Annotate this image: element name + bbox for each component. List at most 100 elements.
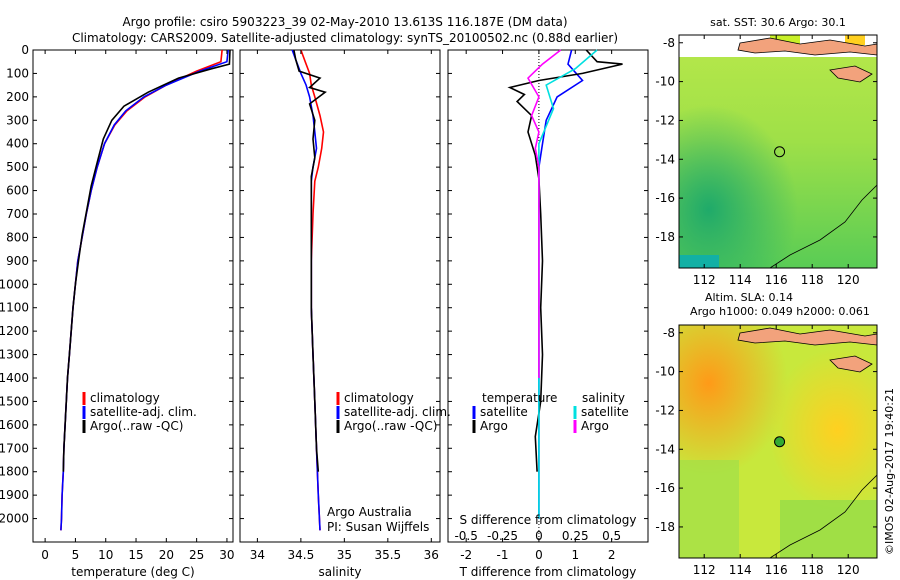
map-y-tick-label: -14 [655, 152, 675, 166]
legend-label-argo: Argo(..raw -QC) [90, 419, 183, 433]
y-tick-label: 1900 [0, 488, 29, 502]
map-y-tick-label: -16 [655, 481, 675, 495]
island-shape [829, 65, 873, 83]
sst-map-title: sat. SST: 30.6 Argo: 30.1 [710, 16, 846, 29]
y-tick-label: 1700 [0, 441, 29, 455]
legend-title-temperature: temperature [482, 391, 557, 405]
map-x-tick-label: 114 [729, 273, 752, 287]
imos-credit: ©IMOS 02-Aug-2017 19:40:21 [883, 388, 896, 555]
series-line-s-argo [526, 49, 562, 378]
map-x-tick-label: 114 [729, 563, 752, 577]
difference-axes-frame [447, 49, 649, 543]
y-tick-label: 200 [6, 90, 29, 104]
x-tick-label: 0 [41, 548, 49, 562]
sst-cold-patch [679, 255, 719, 268]
sst-warm-patch [770, 35, 800, 45]
map-x-tick-label: 120 [837, 563, 860, 577]
map-x-tick-label: 116 [765, 273, 788, 287]
top-x-tick-label: -0.25 [487, 529, 518, 543]
coastline [769, 184, 877, 268]
map-y-tick-label: -14 [655, 442, 675, 456]
island-chain-shape [737, 37, 877, 56]
x-tick-label: 20 [159, 548, 174, 562]
map-x-tick-label: 116 [765, 563, 788, 577]
legend-title-salinity: salinity [582, 391, 625, 405]
argo-location-marker [774, 146, 786, 158]
map-y-tick-label: -12 [655, 113, 675, 127]
y-tick-label: 2000 [0, 512, 29, 526]
map-y-tick-label: -18 [655, 520, 675, 534]
y-tick-label: 800 [6, 230, 29, 244]
x-tick-label: 34 [250, 548, 265, 562]
salinity-xlabel: salinity [318, 565, 361, 579]
sst-hot-patch [845, 35, 865, 45]
top-x-tick-label: 0.5 [602, 529, 621, 543]
y-tick-label: 400 [6, 137, 29, 151]
temperature-legend: climatology satellite-adj. clim. Argo(..… [82, 391, 197, 433]
series-line-argo-raw-qc- [62, 49, 231, 472]
series-line-satellite-adj-clim- [60, 49, 229, 531]
salinity-axes-frame [239, 49, 441, 543]
x-tick-label: 36 [424, 548, 439, 562]
sst-map: sat. SST: 30.6 Argo: 30.1 -8 -10 -12 -14 -16… [655, 16, 878, 287]
title-line-1: Argo profile: csiro 5903223_39 02-May-20… [122, 15, 567, 29]
legend-label-s-argo: Argo [581, 419, 609, 433]
legend-label-climatology: climatology [90, 391, 160, 405]
sla-low-region-2 [780, 500, 877, 558]
map-y-tick-label: -8 [663, 326, 675, 340]
x-tick-label: 34.5 [288, 548, 315, 562]
x-tick-label: 1 [571, 548, 579, 562]
sla-low-region [679, 460, 739, 558]
difference-panel: -2 -1 0 1 2 -0.5 -0.25 0 0.25 0.5 S difference f… [447, 49, 649, 579]
sla-map: Altim. SLA: 0.14 Argo h1000: 0.049 h2000… [655, 291, 878, 577]
map-y-tick-label: -10 [655, 365, 675, 379]
temperature-axes-frame [32, 49, 234, 543]
legend-label-t-satellite: satellite [480, 405, 528, 419]
map-y-tick-label: -16 [655, 191, 675, 205]
island-chain-shape [737, 327, 877, 346]
series-line-argo-raw-qc- [293, 49, 327, 472]
map-y-tick-label: -12 [655, 403, 675, 417]
y-tick-label: 1100 [0, 301, 29, 315]
legend-label-climatology: climatology [344, 391, 414, 405]
y-tick-label: 900 [6, 254, 29, 268]
y-tick-label: 300 [6, 113, 29, 127]
salinity-panel: 34 34.5 35 35.5 36 salinity climatology sate… [239, 49, 451, 579]
top-x-tick-label: 0.25 [562, 529, 589, 543]
temperature-xlabel: temperature (deg C) [71, 565, 194, 579]
map-y-tick-label: -10 [655, 75, 675, 89]
sst-map-frame [678, 34, 878, 269]
legend-label-t-argo: Argo [480, 419, 508, 433]
y-tick-label: 500 [6, 160, 29, 174]
title-line-2: Climatology: CARS2009. Satellite-adjuste… [72, 31, 618, 45]
sla-map-title-2: Argo h1000: 0.049 h2000: 0.061 [690, 305, 870, 318]
series-line-t-argo [507, 49, 623, 472]
temperature-panel: 0100200300400500600700800900100011001200… [0, 43, 235, 579]
map-x-tick-label: 112 [693, 563, 716, 577]
series-line-satellite-adj-clim- [291, 49, 321, 531]
x-tick-label: 10 [98, 548, 113, 562]
y-tick-label: 100 [6, 66, 29, 80]
x-tick-label: 30 [219, 548, 234, 562]
coastline [769, 474, 877, 558]
y-tick-label: 1400 [0, 371, 29, 385]
map-y-tick-label: -8 [663, 36, 675, 50]
map-x-tick-label: 120 [837, 273, 860, 287]
legend-label-s-satellite: satellite [581, 405, 629, 419]
x-tick-label: 15 [128, 548, 143, 562]
difference-top-xlabel: S difference from climatology [460, 513, 637, 527]
legend-label-argo: Argo(..raw -QC) [344, 419, 437, 433]
y-tick-label: 600 [6, 184, 29, 198]
sla-map-title-1: Altim. SLA: 0.14 [705, 291, 793, 304]
map-x-tick-label: 112 [693, 273, 716, 287]
x-tick-label: 5 [72, 548, 80, 562]
y-tick-label: 0 [21, 43, 29, 57]
series-line-climatology [60, 49, 223, 531]
legend-label-satellite: satellite-adj. clim. [90, 405, 197, 419]
x-tick-label: -1 [497, 548, 509, 562]
y-tick-label: 1000 [0, 277, 29, 291]
x-tick-label: 35.5 [374, 548, 401, 562]
difference-xlabel: T difference from climatology [459, 565, 637, 579]
legend-label-satellite: satellite-adj. clim. [344, 405, 451, 419]
series-line-climatology [300, 49, 325, 531]
